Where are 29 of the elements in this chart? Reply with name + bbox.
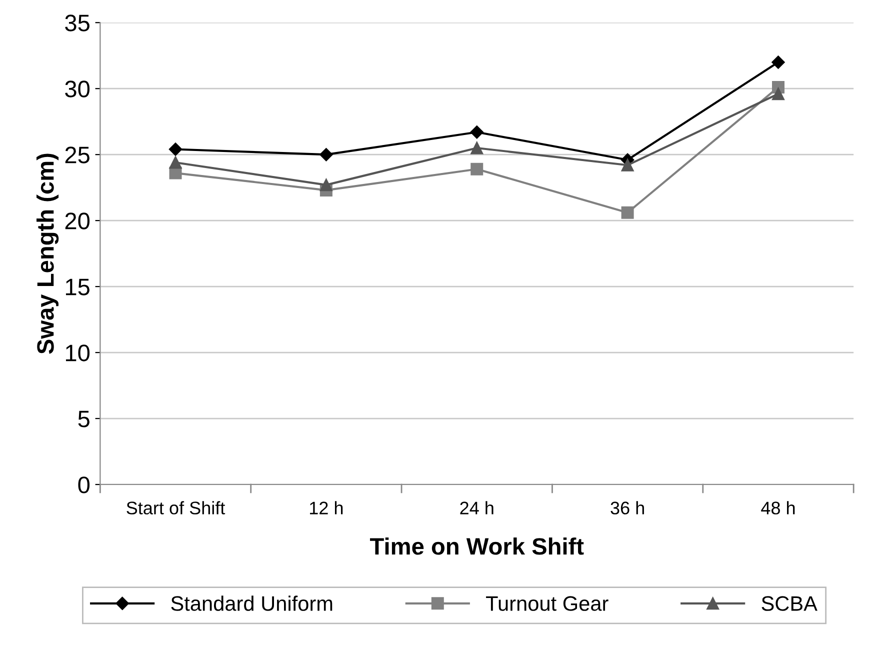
point [621, 206, 634, 219]
x-tick-label: 12 h [310, 501, 343, 514]
y-axis-title: Sway Length (cm) [36, 154, 59, 354]
point [470, 162, 484, 176]
point [470, 142, 484, 154]
y-tick-label: 25 [65, 146, 90, 164]
legend-label: Standard Uniform [171, 596, 332, 611]
point [470, 126, 484, 139]
y-tick-label: 10 [66, 344, 90, 362]
legend-label: SCBA [762, 596, 818, 611]
x-tick-label: 36 h [610, 501, 644, 514]
y-tick-label: 20 [65, 212, 90, 230]
legend-label: Turnout Gear [486, 596, 608, 611]
y-tick-label: 0 [78, 476, 90, 494]
point [772, 56, 785, 69]
y-tick-label: 30 [65, 80, 90, 98]
x-tick-label: Start of Shift [126, 501, 226, 514]
y-tick-label: 5 [78, 410, 90, 428]
point [320, 178, 332, 192]
x-tick-label: 48 h [761, 501, 795, 514]
point [168, 142, 182, 156]
y-tick-label: 15 [66, 278, 90, 296]
x-axis-title: Time on Work Shift [370, 537, 584, 555]
y-tick-label: 35 [65, 14, 90, 32]
x-tick-label: 24 h [460, 501, 494, 514]
point [772, 88, 784, 100]
point [169, 156, 182, 169]
point [320, 148, 333, 162]
point [621, 158, 634, 172]
